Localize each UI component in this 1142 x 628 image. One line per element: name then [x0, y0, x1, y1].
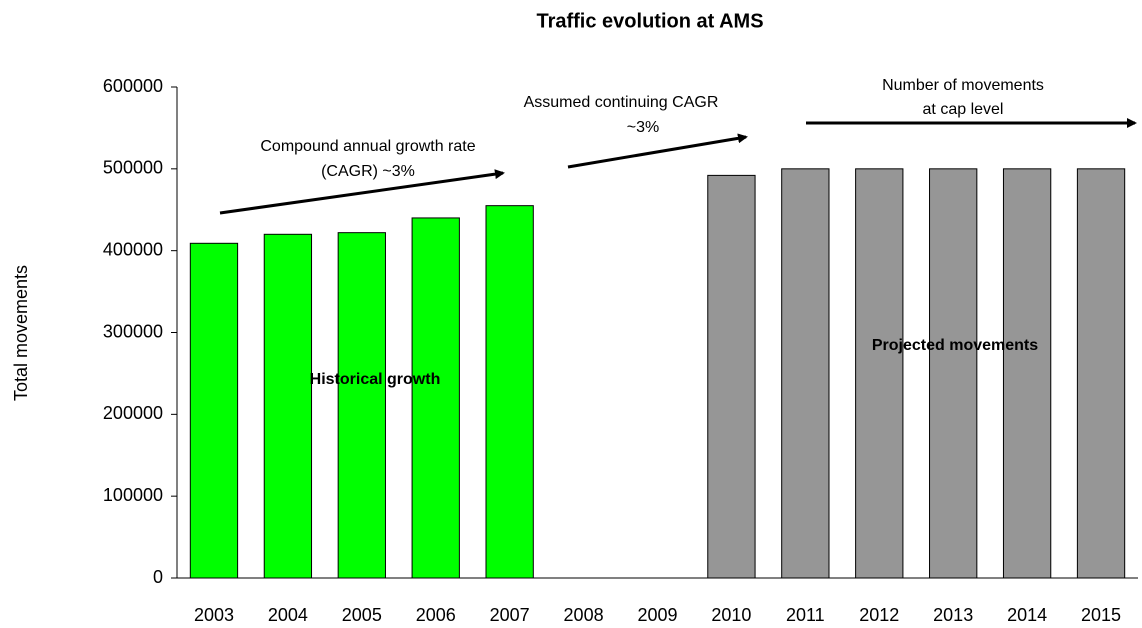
- x-tick-label: 2013: [933, 605, 973, 625]
- y-tick-label: 400000: [103, 239, 163, 259]
- annotation: Number of movements: [882, 77, 1044, 94]
- bar: [1076, 168, 1126, 579]
- x-tick-label: 2005: [342, 605, 382, 625]
- annotation: ~3%: [627, 119, 659, 136]
- x-tick-label: 2010: [711, 605, 751, 625]
- x-tick-label: 2009: [637, 605, 677, 625]
- arrow: [219, 169, 505, 215]
- annotation: (CAGR) ~3%: [321, 163, 415, 180]
- bar: [781, 168, 830, 579]
- y-tick-label: 100000: [103, 485, 163, 505]
- y-tick-label: 500000: [103, 158, 163, 178]
- x-tick-label: 2003: [194, 605, 234, 625]
- x-tick-label: 2008: [564, 605, 604, 625]
- y-tick-label: 0: [153, 567, 163, 587]
- x-tick-label: 2015: [1081, 605, 1121, 625]
- x-tick-label: 2004: [268, 605, 308, 625]
- bar: [263, 233, 313, 579]
- x-tick-label: 2006: [416, 605, 456, 625]
- x-tick-label: 2011: [786, 605, 825, 625]
- bar: [855, 168, 904, 579]
- bar: [189, 242, 239, 579]
- y-tick-label: 200000: [103, 403, 163, 423]
- series-label: Projected movements: [872, 337, 1038, 354]
- y-axis-label: Total movements: [11, 265, 31, 401]
- bar: [929, 168, 978, 579]
- annotation: at cap level: [923, 101, 1004, 118]
- bar: [707, 174, 756, 579]
- bar: [485, 205, 534, 579]
- series-label: Historical growth: [310, 371, 441, 388]
- arrow: [567, 133, 748, 169]
- y-tick-label: 600000: [103, 76, 163, 96]
- x-tick-label: 2007: [490, 605, 530, 625]
- annotation: Compound annual growth rate: [260, 138, 475, 155]
- bar: [1002, 168, 1052, 579]
- chart-title: Traffic evolution at AMS: [536, 10, 763, 32]
- y-tick-label: 300000: [103, 321, 163, 341]
- bar: [411, 217, 460, 579]
- x-tick-label: 2012: [859, 605, 899, 625]
- x-tick-label: 2014: [1007, 605, 1047, 625]
- annotation: Assumed continuing CAGR: [524, 94, 719, 111]
- bar: [337, 232, 386, 579]
